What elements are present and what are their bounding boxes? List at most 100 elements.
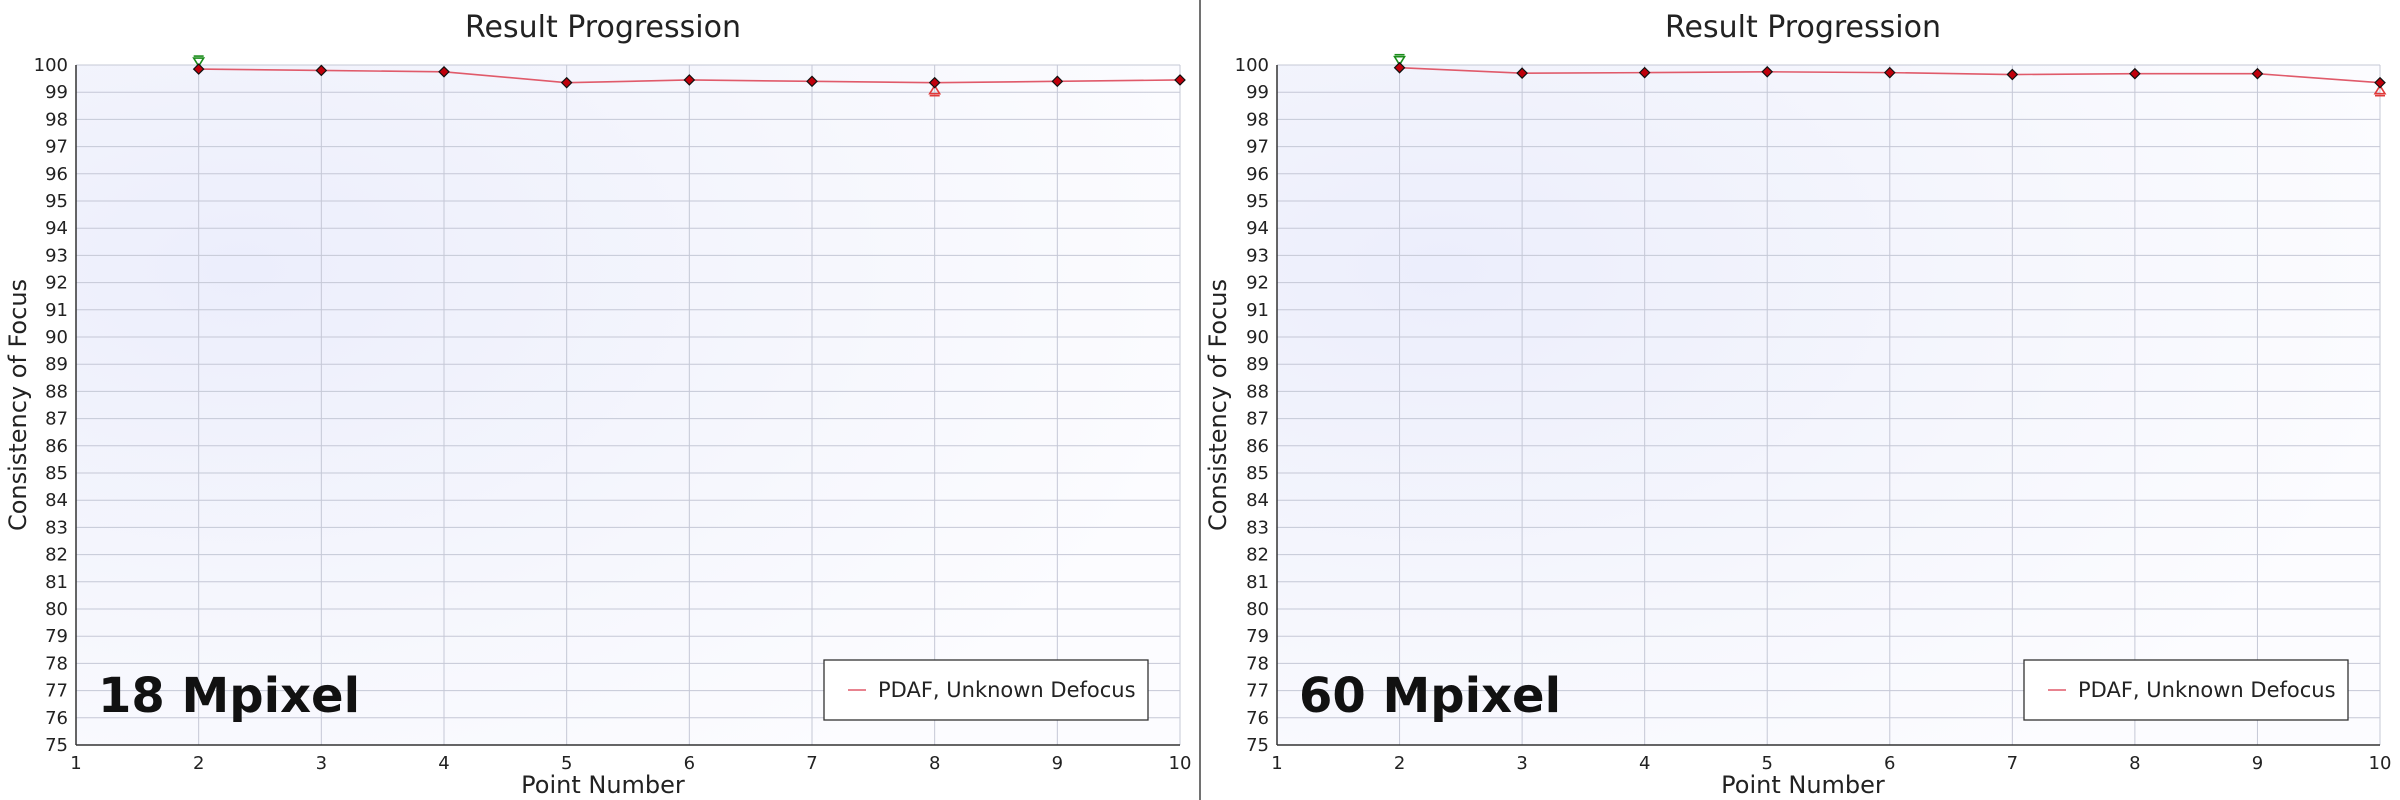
data-point [1761, 65, 1774, 78]
y-tick-label: 83 [1246, 517, 1269, 538]
y-tick-label: 80 [45, 599, 68, 620]
y-tick-label: 76 [1246, 708, 1269, 729]
y-axis-label: Consistency of Focus [1204, 279, 1232, 531]
y-tick-label: 94 [1246, 218, 1269, 239]
y-tick-label: 97 [1246, 137, 1269, 158]
y-tick-label: 81 [1246, 572, 1269, 593]
min-marker [928, 84, 942, 95]
y-tick-label: 99 [1246, 82, 1269, 103]
y-tick-label: 90 [1246, 327, 1269, 348]
data-point [2251, 67, 2264, 80]
y-tick-label: 93 [1246, 245, 1269, 266]
data-point [2129, 67, 2141, 80]
resolution-label: 60 Mpixel [1299, 668, 1561, 724]
x-tick-label: 1 [1271, 753, 1282, 774]
y-tick-label: 84 [1246, 490, 1269, 511]
data-point [1638, 66, 1651, 79]
y-tick-label: 98 [1246, 109, 1269, 130]
y-tick-label: 99 [45, 82, 68, 103]
y-tick-label: 80 [1246, 599, 1269, 620]
data-point [928, 76, 941, 89]
x-tick-label: 9 [1052, 753, 1063, 774]
y-tick-label: 87 [1246, 409, 1269, 430]
y-tick-label: 89 [45, 354, 68, 375]
legend-box [2023, 659, 2349, 721]
y-tick-label: 96 [45, 164, 68, 185]
x-tick-label: 1 [70, 753, 81, 774]
y-tick-label: 79 [45, 626, 68, 647]
y-tick-label: 81 [45, 572, 68, 593]
x-tick-label: 6 [684, 753, 695, 774]
y-tick-label: 98 [45, 109, 68, 130]
x-tick-label: 3 [316, 753, 327, 774]
y-tick-label: 91 [1246, 300, 1269, 321]
data-point [2374, 76, 2386, 89]
plot-area [1277, 65, 2380, 745]
y-tick-label: 89 [1246, 354, 1269, 375]
data-point [315, 64, 328, 77]
y-tick-label: 100 [34, 55, 68, 76]
y-tick-label: 93 [45, 245, 68, 266]
y-tick-label: 92 [1246, 273, 1269, 294]
y-tick-label: 96 [1246, 164, 1269, 185]
y-tick-label: 85 [1246, 463, 1269, 484]
x-tick-label: 2 [1394, 753, 1405, 774]
data-point [560, 76, 573, 89]
chart-panel-2: 7576777879808182838485868788899091929394… [1204, 10, 2391, 799]
y-tick-label: 86 [45, 436, 68, 457]
y-tick-label: 78 [45, 653, 68, 674]
x-tick-label: 5 [1761, 753, 1772, 774]
data-point [1174, 74, 1186, 86]
plot-area [76, 65, 1180, 745]
data-point [1516, 67, 1528, 80]
chart-panel-1: 7576777879808182838485868788899091929394… [4, 10, 1191, 799]
x-tick-label: 2 [193, 753, 204, 774]
x-tick-label: 6 [1884, 753, 1895, 774]
y-tick-label: 97 [45, 137, 68, 158]
y-tick-label: 100 [1235, 55, 1269, 76]
y-tick-label: 87 [45, 409, 68, 430]
x-axis-label: Point Number [521, 771, 685, 799]
x-tick-label: 8 [2129, 753, 2140, 774]
x-tick-label: 5 [561, 753, 572, 774]
data-point [1051, 75, 1064, 88]
data-point [1883, 66, 1896, 79]
legend-entry: PDAF, Unknown Defocus [878, 678, 1136, 702]
x-tick-label: 10 [2369, 753, 2392, 774]
legend-entry: PDAF, Unknown Defocus [2078, 678, 2336, 702]
data-point [683, 74, 696, 86]
y-tick-label: 78 [1246, 653, 1269, 674]
max-marker [192, 57, 206, 68]
y-tick-label: 82 [1246, 545, 1269, 566]
x-tick-label: 4 [1639, 753, 1650, 774]
y-tick-label: 94 [45, 218, 68, 239]
x-tick-label: 3 [1516, 753, 1527, 774]
y-tick-label: 95 [45, 191, 68, 212]
legend-box [823, 659, 1149, 721]
y-tick-label: 75 [1246, 735, 1269, 756]
data-point [438, 65, 450, 78]
data-point [1393, 61, 1406, 74]
data-point [192, 63, 205, 75]
y-axis-label: Consistency of Focus [4, 279, 32, 531]
data-point [806, 75, 818, 88]
y-tick-label: 91 [45, 300, 68, 321]
data-point [2006, 68, 2019, 81]
x-tick-label: 9 [2252, 753, 2263, 774]
y-tick-label: 90 [45, 327, 68, 348]
y-tick-label: 82 [45, 545, 68, 566]
min-marker [2373, 84, 2387, 95]
y-tick-label: 92 [45, 273, 68, 294]
y-tick-label: 75 [45, 735, 68, 756]
y-tick-label: 77 [45, 681, 68, 702]
x-tick-label: 7 [2007, 753, 2018, 774]
x-tick-label: 10 [1169, 753, 1192, 774]
chart-title: Result Progression [465, 10, 741, 45]
y-tick-label: 88 [1246, 381, 1269, 402]
y-tick-label: 77 [1246, 681, 1269, 702]
x-tick-label: 8 [929, 753, 940, 774]
y-tick-label: 76 [45, 708, 68, 729]
y-tick-label: 79 [1246, 626, 1269, 647]
